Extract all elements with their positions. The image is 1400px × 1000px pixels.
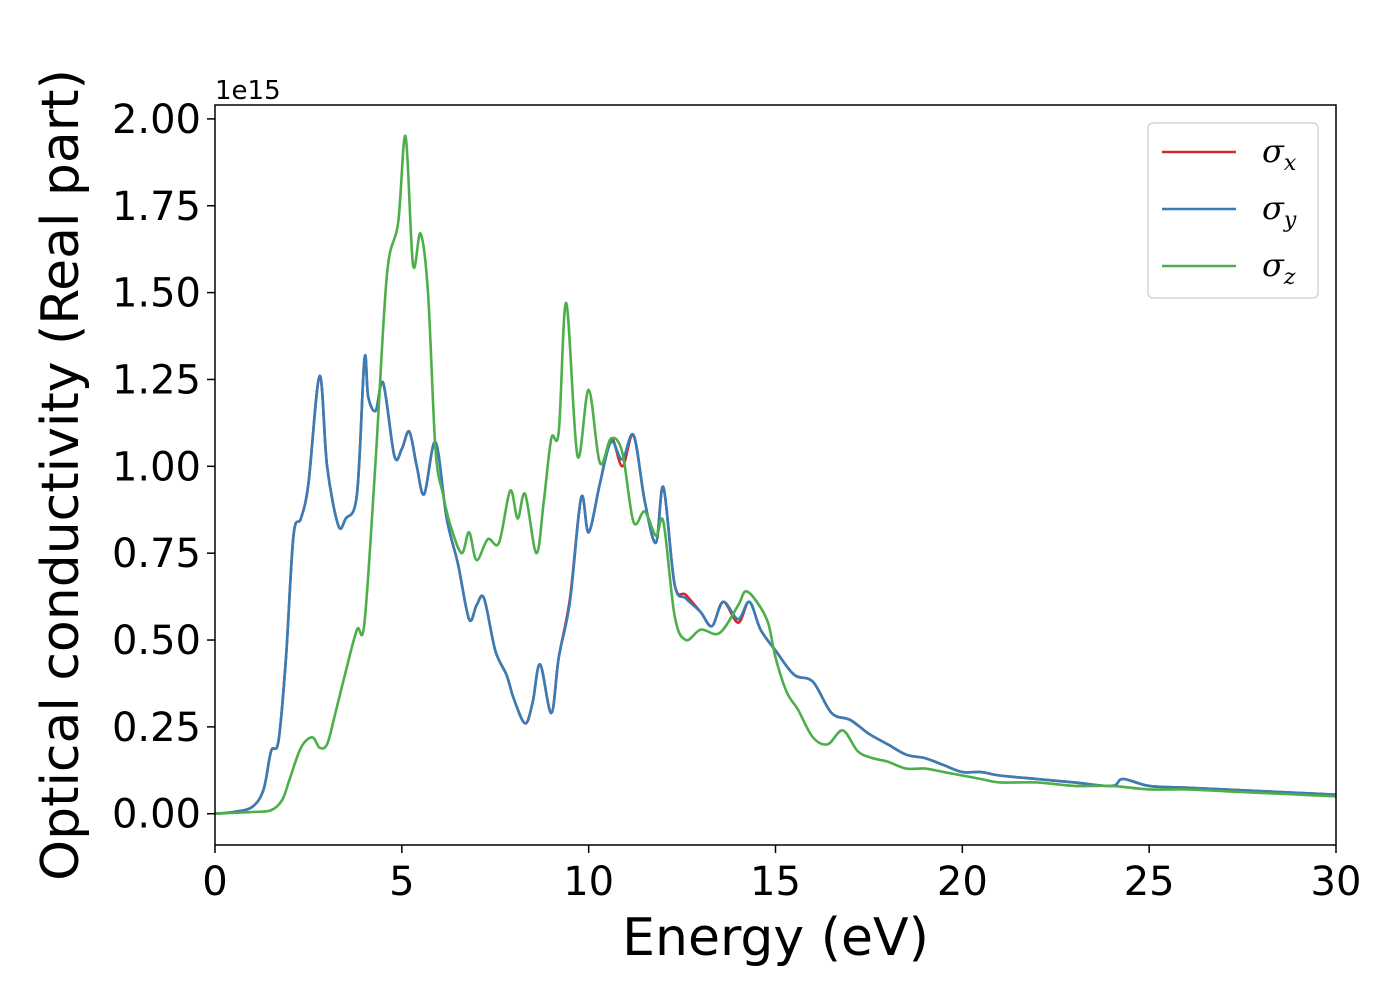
legend: σx σy σz — [1147, 122, 1319, 299]
x-tick-label: 10 — [563, 859, 614, 905]
y-axis-label: Optical conductivity (Real part) — [31, 69, 91, 881]
y-tick-label: 1.50 — [112, 271, 201, 317]
y-axis-offset-label: 1e15 — [215, 76, 281, 106]
y-tick-label: 0.00 — [112, 792, 201, 838]
y-tick-label: 0.25 — [112, 705, 201, 751]
x-tick-label: 30 — [1311, 859, 1362, 905]
x-tick-label: 25 — [1124, 859, 1175, 905]
legend-box — [1147, 122, 1319, 299]
series-line-x — [215, 354, 1336, 816]
series-line-z — [215, 134, 1336, 816]
x-tick-label: 15 — [750, 859, 801, 905]
y-tick-label: 1.75 — [112, 184, 201, 230]
x-tick-label: 0 — [202, 859, 227, 905]
legend-entry-x: σx — [1262, 132, 1297, 176]
y-tick-label: 0.50 — [112, 618, 201, 664]
y-tick-label: 1.00 — [112, 444, 201, 490]
legend-entry-z: σz — [1262, 246, 1296, 290]
x-tick-label: 5 — [389, 859, 414, 905]
y-tick-label: 0.75 — [112, 531, 201, 577]
x-axis-label: Energy (eV) — [622, 908, 929, 968]
series-line-y — [215, 354, 1336, 816]
legend-entry-y: σy — [1262, 189, 1297, 233]
x-axis-ticks: 0 5 10 15 20 25 30 — [202, 845, 1361, 905]
x-tick-label: 20 — [937, 859, 988, 905]
series-layer — [215, 134, 1336, 816]
y-axis-ticks: 0.00 0.25 0.50 0.75 1.00 1.25 1.50 1.75 2.00 — [112, 97, 215, 838]
y-tick-label: 2.00 — [112, 97, 201, 143]
y-tick-label: 1.25 — [112, 357, 201, 403]
